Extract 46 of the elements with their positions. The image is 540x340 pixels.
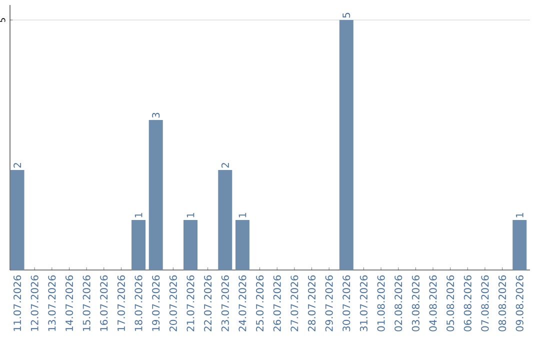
bar	[10, 170, 24, 270]
data-label: 2	[14, 163, 21, 168]
x-tick-label: 08.08.2026	[498, 275, 506, 332]
x-tick-label: 22.07.2026	[204, 275, 212, 332]
x-tick-label: 01.08.2026	[377, 275, 385, 332]
x-tick-label: 18.07.2026	[134, 275, 142, 331]
data-label: 2	[221, 163, 229, 168]
x-tick-label: 06.08.2026	[464, 275, 472, 332]
x-tick-label: 26.07.2026	[273, 275, 281, 332]
bar	[235, 220, 250, 270]
x-tick-label: 15.07.2026	[82, 275, 90, 331]
x-tick-label: 07.08.2026	[481, 275, 489, 332]
x-tick-label: 09.08.2026	[516, 275, 524, 332]
x-tick-label: 17.07.2026	[117, 275, 125, 331]
x-tick-label: 04.08.2026	[429, 275, 437, 332]
x-tick-label: 19.07.2026	[152, 275, 160, 331]
x-tick-label: 24.07.2026	[238, 275, 246, 332]
x-tick-label: 12.07.2026	[30, 275, 38, 331]
x-tick-label: 28.07.2026	[308, 275, 316, 332]
x-tick-label: 31.07.2026	[360, 275, 368, 332]
bar	[132, 220, 146, 270]
x-tick-label: 21.07.2026	[186, 275, 194, 332]
data-label: 5	[342, 12, 350, 18]
x-tick-label: 27.07.2026	[290, 275, 298, 332]
data-label: 1	[516, 212, 524, 218]
x-tick-label: 05.08.2026	[446, 275, 454, 332]
bar	[218, 170, 232, 270]
x-tick-label: 25.07.2026	[256, 275, 264, 332]
bar	[183, 220, 198, 270]
x-tick-label: 16.07.2026	[100, 275, 108, 331]
data-label: 1	[186, 212, 194, 218]
x-tick-label: 13.07.2026	[48, 275, 56, 331]
x-tick-label: 29.07.2026	[325, 275, 333, 332]
x-tick-label: 11.07.2026	[13, 275, 22, 331]
bar	[512, 220, 527, 270]
x-tick-label: 23.07.2026	[221, 275, 229, 332]
x-tick-label: 20.07.2026	[169, 275, 177, 332]
data-label: 1	[238, 212, 246, 218]
data-label: 1	[134, 212, 142, 218]
data-label: 3	[152, 112, 160, 118]
x-tick-label: 14.07.2026	[65, 275, 74, 331]
bar	[148, 120, 163, 270]
bar	[339, 20, 354, 270]
x-tick-label: 03.08.2026	[412, 275, 420, 332]
x-tick-label: 30.07.2026	[342, 275, 350, 332]
x-tick-label: 02.08.2026	[394, 275, 402, 332]
